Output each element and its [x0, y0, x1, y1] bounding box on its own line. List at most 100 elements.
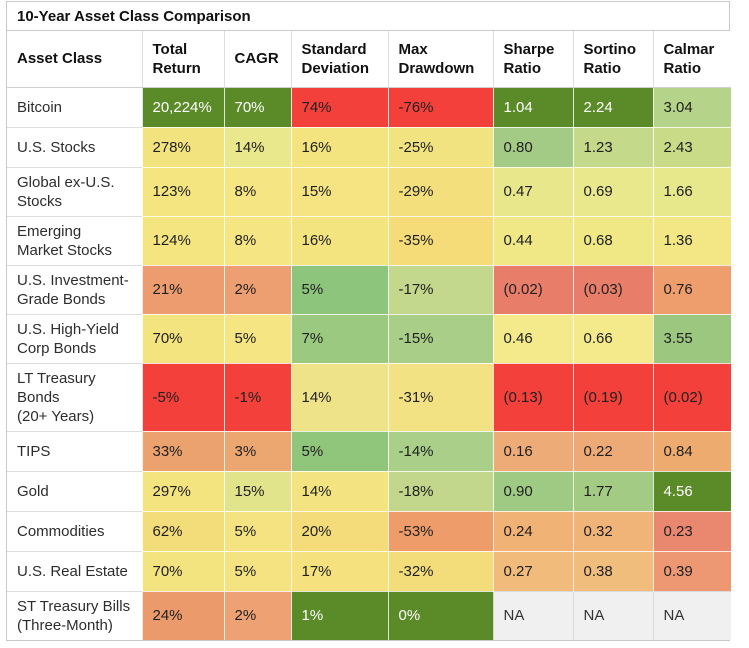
- value-cell: 8%: [223, 215, 291, 265]
- value-cell: -31%: [387, 362, 493, 431]
- value-cell: -29%: [387, 166, 493, 216]
- value-cell: 2.43: [652, 126, 731, 167]
- value-cell: (0.19): [572, 362, 653, 431]
- value-cell: 17%: [290, 550, 388, 591]
- table-row: Gold 297% 15% 14% -18% 0.90 1.77 4.56: [7, 470, 731, 511]
- column-header: Sharpe Ratio: [492, 31, 573, 88]
- value-cell: 74%: [290, 87, 388, 127]
- value-cell: 0.47: [492, 166, 573, 216]
- value-cell: 5%: [223, 510, 291, 551]
- table-row: U.S. High-Yield Corp Bonds 70% 5% 7% -15% 0.4…: [7, 313, 731, 363]
- value-cell: 0.16: [492, 430, 573, 471]
- value-cell: 14%: [290, 470, 388, 511]
- table-row: U.S. Investment- Grade Bonds 21% 2% 5% -17%(…: [7, 264, 731, 314]
- value-cell: 8%: [223, 166, 291, 216]
- value-cell: 0%: [387, 590, 493, 640]
- value-cell: 5%: [290, 264, 388, 314]
- value-cell: 0.24: [492, 510, 573, 551]
- value-cell: 1%: [290, 590, 388, 640]
- value-cell: 14%: [223, 126, 291, 167]
- value-cell: 0.27: [492, 550, 573, 591]
- value-cell: NA: [652, 590, 731, 640]
- page-title: 10-Year Asset Class Comparison: [7, 2, 729, 31]
- value-cell: 0.69: [572, 166, 653, 216]
- table-row: U.S. Real Estate 70% 5% 17% -32% 0.27 0.38 0.39: [7, 550, 731, 591]
- value-cell: 70%: [141, 550, 224, 591]
- value-cell: 0.84: [652, 430, 731, 471]
- column-header: Standard Deviation: [290, 31, 388, 88]
- table-row: ST Treasury Bills (Three-Month) 24% 2% 1% 0%…: [7, 590, 731, 640]
- value-cell: -14%: [387, 430, 493, 471]
- value-cell: 16%: [290, 215, 388, 265]
- value-cell: 0.39: [652, 550, 731, 591]
- value-cell: 0.46: [492, 313, 573, 363]
- value-cell: 124%: [141, 215, 224, 265]
- row-label: U.S. Real Estate: [7, 550, 142, 591]
- table-row: LT Treasury Bonds (20+ Years) -5% -1% 14% -3…: [7, 362, 731, 431]
- row-label: Gold: [7, 470, 142, 511]
- value-cell: 5%: [223, 313, 291, 363]
- value-cell: -1%: [223, 362, 291, 431]
- value-cell: 3.55: [652, 313, 731, 363]
- row-label: Global ex-U.S. Stocks: [7, 166, 142, 216]
- value-cell: 0.80: [492, 126, 573, 167]
- column-header: CAGR: [223, 31, 291, 88]
- value-cell: 1.23: [572, 126, 653, 167]
- value-cell: 1.04: [492, 87, 573, 127]
- value-cell: NA: [572, 590, 653, 640]
- value-cell: 0.38: [572, 550, 653, 591]
- table-row: U.S. Stocks 278% 14% 16% -25% 0.80 1.23 2.43: [7, 126, 731, 167]
- value-cell: 70%: [223, 87, 291, 127]
- value-cell: 2.24: [572, 87, 653, 127]
- value-cell: 123%: [141, 166, 224, 216]
- asset-class-comparison-table: 10-Year Asset Class Comparison Asset Cla…: [6, 1, 731, 641]
- column-header: Calmar Ratio: [652, 31, 731, 88]
- row-label: ST Treasury Bills (Three-Month): [7, 590, 142, 640]
- value-cell: 15%: [223, 470, 291, 511]
- value-cell: 278%: [141, 126, 224, 167]
- value-cell: 33%: [141, 430, 224, 471]
- row-label: U.S. High-Yield Corp Bonds: [7, 313, 142, 363]
- row-label: LT Treasury Bonds (20+ Years): [7, 362, 142, 431]
- column-header: Asset Class: [7, 31, 142, 88]
- header-row: Asset Class Total Return CAGR Standard Devi…: [7, 31, 731, 88]
- value-cell: 7%: [290, 313, 388, 363]
- value-cell: 20%: [290, 510, 388, 551]
- value-cell: 24%: [141, 590, 224, 640]
- value-cell: 0.76: [652, 264, 731, 314]
- table-row: Commodities 62% 5% 20% -53% 0.24 0.32 0.23: [7, 510, 731, 551]
- value-cell: 70%: [141, 313, 224, 363]
- table-row: Bitcoin 20,224% 70% 74% -76% 1.04 2.24 3.04: [7, 87, 731, 127]
- value-cell: -53%: [387, 510, 493, 551]
- value-cell: NA: [492, 590, 573, 640]
- value-cell: 5%: [290, 430, 388, 471]
- value-cell: 16%: [290, 126, 388, 167]
- value-cell: 0.22: [572, 430, 653, 471]
- value-cell: -18%: [387, 470, 493, 511]
- comparison-table: Asset Class Total Return CAGR Standard Devi…: [7, 31, 731, 640]
- value-cell: -15%: [387, 313, 493, 363]
- row-label: Bitcoin: [7, 87, 142, 127]
- row-label: Emerging Market Stocks: [7, 215, 142, 265]
- row-label: U.S. Stocks: [7, 126, 142, 167]
- table-body: Bitcoin 20,224% 70% 74% -76% 1.04 2.24 3.04 U.S.…: [7, 87, 731, 640]
- value-cell: 0.68: [572, 215, 653, 265]
- value-cell: (0.03): [572, 264, 653, 314]
- column-header: Max Drawdown: [387, 31, 493, 88]
- value-cell: 0.90: [492, 470, 573, 511]
- value-cell: 1.66: [652, 166, 731, 216]
- value-cell: 3.04: [652, 87, 731, 127]
- column-header: Sortino Ratio: [572, 31, 653, 88]
- value-cell: (0.02): [492, 264, 573, 314]
- value-cell: 0.44: [492, 215, 573, 265]
- value-cell: 1.77: [572, 470, 653, 511]
- value-cell: (0.13): [492, 362, 573, 431]
- value-cell: 4.56: [652, 470, 731, 511]
- value-cell: 0.32: [572, 510, 653, 551]
- value-cell: 14%: [290, 362, 388, 431]
- row-label: TIPS: [7, 430, 142, 471]
- value-cell: 3%: [223, 430, 291, 471]
- value-cell: 1.36: [652, 215, 731, 265]
- value-cell: 2%: [223, 590, 291, 640]
- value-cell: 62%: [141, 510, 224, 551]
